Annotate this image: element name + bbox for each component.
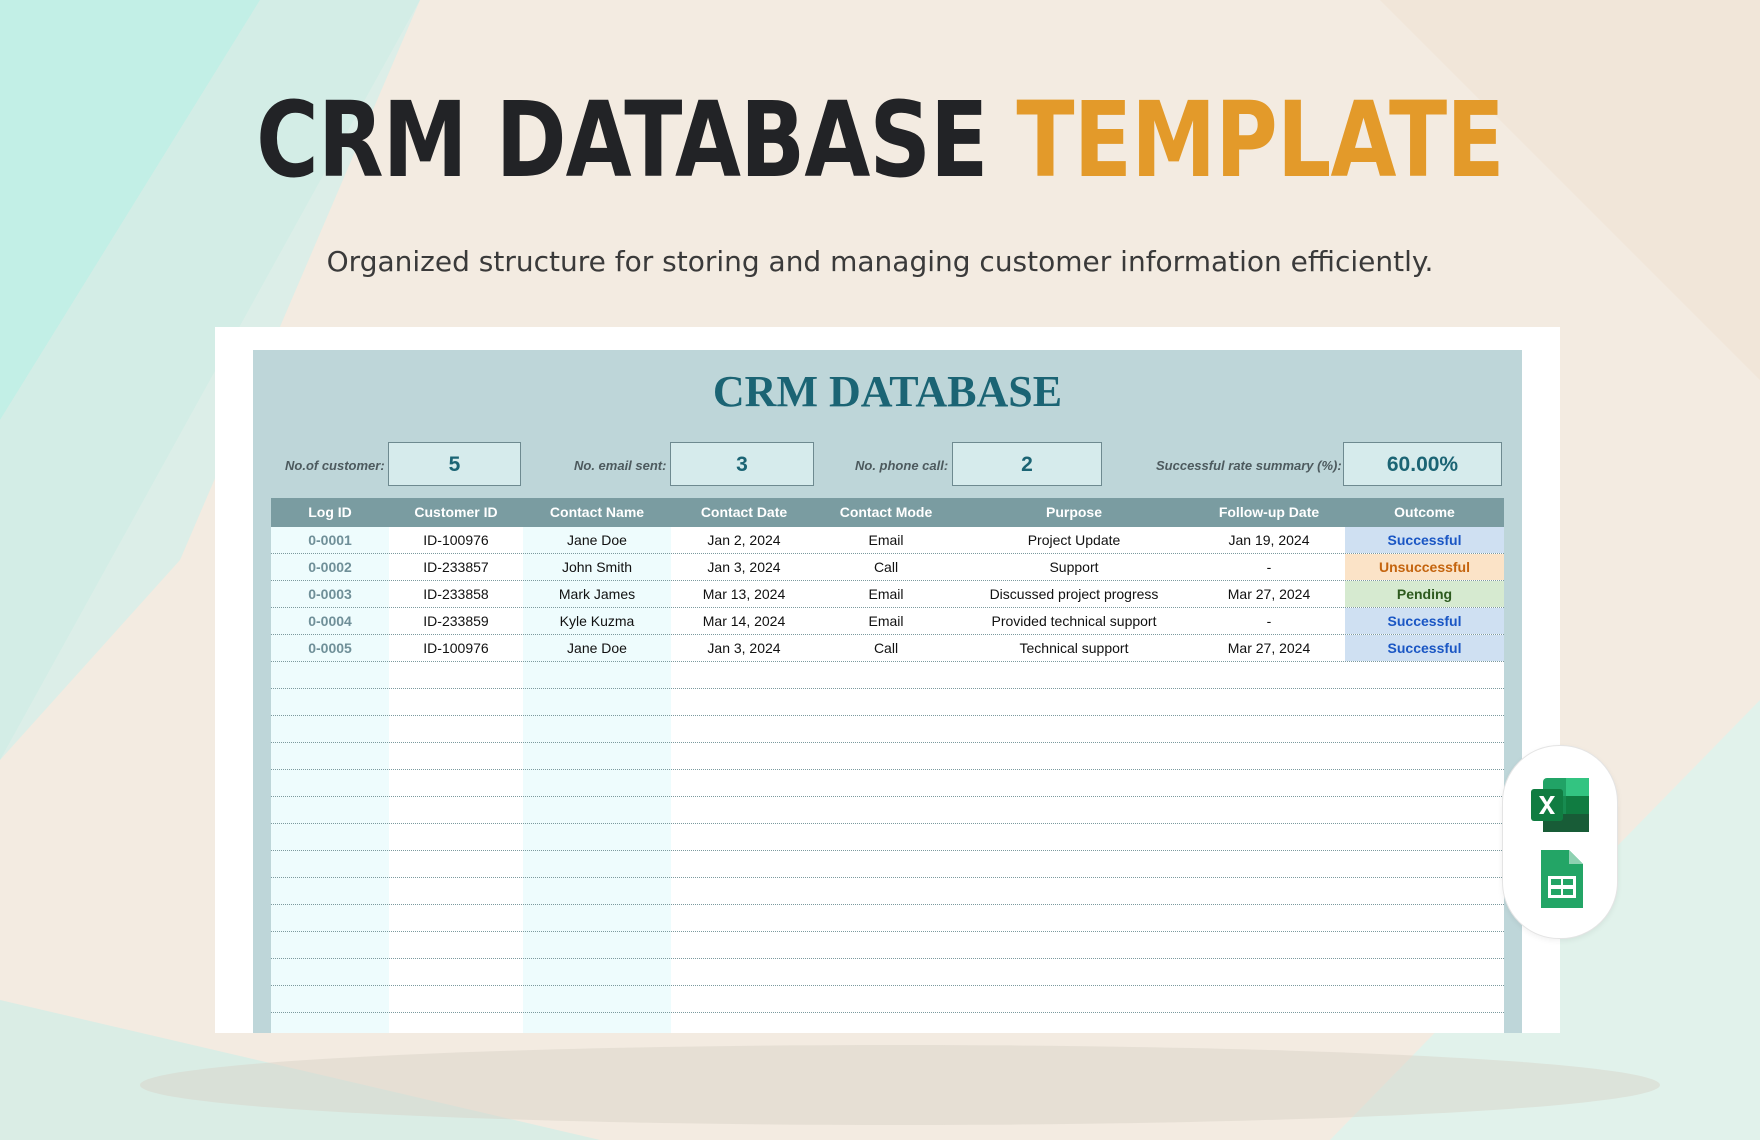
empty-table-row[interactable] — [271, 662, 1504, 689]
cell-contact-name[interactable]: Jane Doe — [567, 532, 627, 548]
cell-outcome[interactable]: Pending — [1345, 581, 1504, 607]
cell-contact-date[interactable]: Mar 13, 2024 — [702, 586, 786, 602]
empty-table-row[interactable] — [271, 932, 1504, 959]
sheet-title: CRM DATABASE — [712, 367, 1063, 416]
stat-value-success-rate[interactable]: 60.00% — [1343, 442, 1502, 486]
cell-follow-up-date[interactable]: Mar 27, 2024 — [1227, 586, 1311, 602]
cell-purpose[interactable]: Project Update — [1027, 532, 1121, 548]
table-row: 0-0003 ID-233858 Mark James Mar 13, 2024 Ema… — [271, 581, 1504, 608]
empty-table-row[interactable] — [271, 797, 1504, 824]
data-table: Log ID Customer ID Contact Name Contact Dat… — [271, 498, 1504, 1033]
cell-log-id[interactable]: 0-0002 — [308, 559, 352, 575]
cell-contact-name[interactable]: John Smith — [561, 559, 633, 575]
cell-contact-name[interactable]: Jane Doe — [567, 640, 627, 656]
column-header-purpose[interactable]: Purpose — [1045, 504, 1102, 520]
cell-contact-date[interactable]: Jan 2, 2024 — [707, 532, 781, 548]
empty-table-row[interactable] — [271, 986, 1504, 1013]
cell-contact-mode[interactable]: Call — [873, 559, 899, 575]
table-row: 0-0005 ID-100976 Jane Doe Jan 3, 2024 Call Te… — [271, 635, 1504, 662]
empty-table-row[interactable] — [271, 770, 1504, 797]
column-header-contact-date[interactable]: Contact Date — [700, 504, 788, 520]
stat-value-calls[interactable]: 2 — [952, 442, 1102, 486]
cell-log-id[interactable]: 0-0004 — [308, 613, 352, 629]
cell-log-id[interactable]: 0-0001 — [308, 532, 352, 548]
cell-contact-date[interactable]: Jan 3, 2024 — [707, 640, 781, 656]
cell-customer-id[interactable]: ID-100976 — [423, 640, 489, 656]
cell-contact-date[interactable]: Jan 3, 2024 — [707, 559, 781, 575]
cell-contact-mode[interactable]: Email — [868, 586, 904, 602]
column-header-contact-name[interactable]: Contact Name — [549, 504, 645, 520]
table-body: 0-0001 ID-100976 Jane Doe Jan 2, 2024 Email P… — [271, 527, 1504, 1033]
cell-purpose[interactable]: Technical support — [1019, 640, 1129, 656]
stat-label-success-rate: Successful rate summary (%): — [1156, 458, 1342, 473]
cell-contact-name[interactable]: Mark James — [558, 586, 636, 602]
column-header-outcome[interactable]: Outcome — [1394, 504, 1455, 520]
empty-table-row[interactable] — [271, 824, 1504, 851]
hero-title: CRM DATABASE TEMPLATE — [158, 88, 1601, 192]
hero-subtitle: Organized structure for storing and mana… — [326, 245, 1434, 278]
cell-contact-date[interactable]: Mar 14, 2024 — [702, 613, 786, 629]
table-row: 0-0004 ID-233859 Kyle Kuzma Mar 14, 2024 Ema… — [271, 608, 1504, 635]
column-header-contact-mode[interactable]: Contact Mode — [839, 504, 933, 520]
cell-outcome[interactable]: Successful — [1345, 608, 1504, 634]
cell-contact-mode[interactable]: Email — [868, 613, 904, 629]
cell-log-id[interactable]: 0-0005 — [308, 640, 352, 656]
cell-log-id[interactable]: 0-0003 — [308, 586, 352, 602]
spreadsheet: CRM DATABASE No.of customer: 5 No. email… — [253, 350, 1522, 1033]
cell-customer-id[interactable]: ID-100976 — [423, 532, 489, 548]
hero-title-main: CRM DATABASE — [256, 79, 988, 201]
column-header-customer-id[interactable]: Customer ID — [414, 504, 498, 520]
google-sheets-icon[interactable] — [1527, 846, 1593, 912]
column-header-follow-up-date[interactable]: Follow-up Date — [1218, 504, 1320, 520]
stat-value-customers[interactable]: 5 — [388, 442, 521, 486]
excel-icon[interactable] — [1527, 772, 1593, 838]
cell-purpose[interactable]: Support — [1049, 559, 1099, 575]
empty-table-row[interactable] — [271, 716, 1504, 743]
cell-follow-up-date[interactable]: Jan 19, 2024 — [1228, 532, 1310, 548]
cell-follow-up-date[interactable]: Mar 27, 2024 — [1227, 640, 1311, 656]
stat-label-emails: No. email sent: — [574, 458, 667, 473]
cell-follow-up-date[interactable]: - — [1266, 559, 1272, 575]
column-header-log-id[interactable]: Log ID — [308, 504, 352, 520]
cell-contact-name[interactable]: Kyle Kuzma — [559, 613, 635, 629]
hero-title-accent: TEMPLATE — [1016, 79, 1504, 201]
cell-customer-id[interactable]: ID-233858 — [423, 586, 489, 602]
cell-customer-id[interactable]: ID-233859 — [423, 613, 489, 629]
empty-table-row[interactable] — [271, 689, 1504, 716]
log-id-column-band — [271, 498, 389, 1033]
table-header: Log ID Customer ID Contact Name Contact Dat… — [271, 498, 1504, 527]
stat-value-emails[interactable]: 3 — [670, 442, 814, 486]
contact-name-column-band — [523, 498, 671, 1033]
empty-table-row[interactable] — [271, 905, 1504, 932]
cell-customer-id[interactable]: ID-233857 — [423, 559, 489, 575]
spreadsheet-card: CRM DATABASE No.of customer: 5 No. email… — [215, 327, 1560, 1033]
cell-contact-mode[interactable]: Email — [868, 532, 904, 548]
empty-table-row[interactable] — [271, 1013, 1504, 1033]
cell-contact-mode[interactable]: Call — [873, 640, 899, 656]
cell-follow-up-date[interactable]: - — [1266, 613, 1272, 629]
empty-table-row[interactable] — [271, 743, 1504, 770]
cell-purpose[interactable]: Discussed project progress — [989, 586, 1159, 602]
empty-table-row[interactable] — [271, 959, 1504, 986]
cell-outcome[interactable]: Successful — [1345, 527, 1504, 553]
stat-label-calls: No. phone call: — [855, 458, 949, 473]
table-row: 0-0002 ID-233857 John Smith Jan 3, 2024 Call… — [271, 554, 1504, 581]
app-compatibility-pill — [1502, 745, 1618, 939]
cell-outcome[interactable]: Successful — [1345, 635, 1504, 661]
table-row: 0-0001 ID-100976 Jane Doe Jan 2, 2024 Email P… — [271, 527, 1504, 554]
stat-label-customers: No.of customer: — [285, 458, 385, 473]
empty-table-row[interactable] — [271, 878, 1504, 905]
cell-outcome[interactable]: Unsuccessful — [1345, 554, 1504, 580]
empty-table-row[interactable] — [271, 851, 1504, 878]
cell-purpose[interactable]: Provided technical support — [991, 613, 1157, 629]
